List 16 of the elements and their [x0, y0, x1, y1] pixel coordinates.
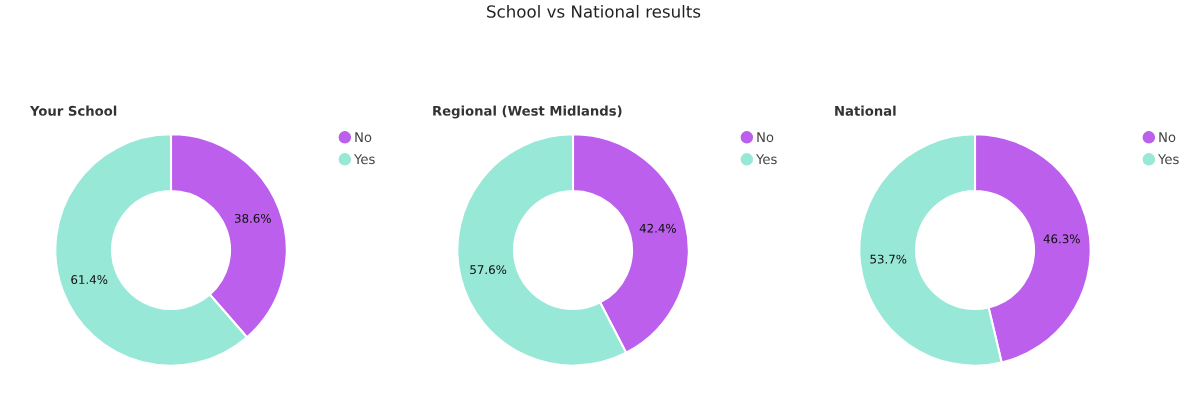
legend-label: Yes	[756, 154, 777, 165]
data-label: 46.3%	[1043, 234, 1080, 244]
chart-title: Regional (West Midlands)	[433, 105, 622, 119]
chart-title: National	[835, 105, 896, 116]
legend-label: Yes	[354, 154, 375, 165]
text: School vs National results	[487, 4, 701, 18]
legend-label: Yes	[1158, 154, 1179, 165]
data-label: 53.7%	[870, 254, 907, 264]
data-label: 61.4%	[71, 275, 108, 285]
legend-label: No	[1159, 132, 1176, 143]
data-label: 57.6%	[470, 265, 507, 275]
chart-title: Your School	[29, 105, 117, 116]
data-label: 38.6%	[234, 213, 271, 223]
legend-label: No	[355, 132, 372, 143]
data-label: 42.4%	[639, 223, 676, 233]
legend-label: No	[757, 132, 774, 143]
